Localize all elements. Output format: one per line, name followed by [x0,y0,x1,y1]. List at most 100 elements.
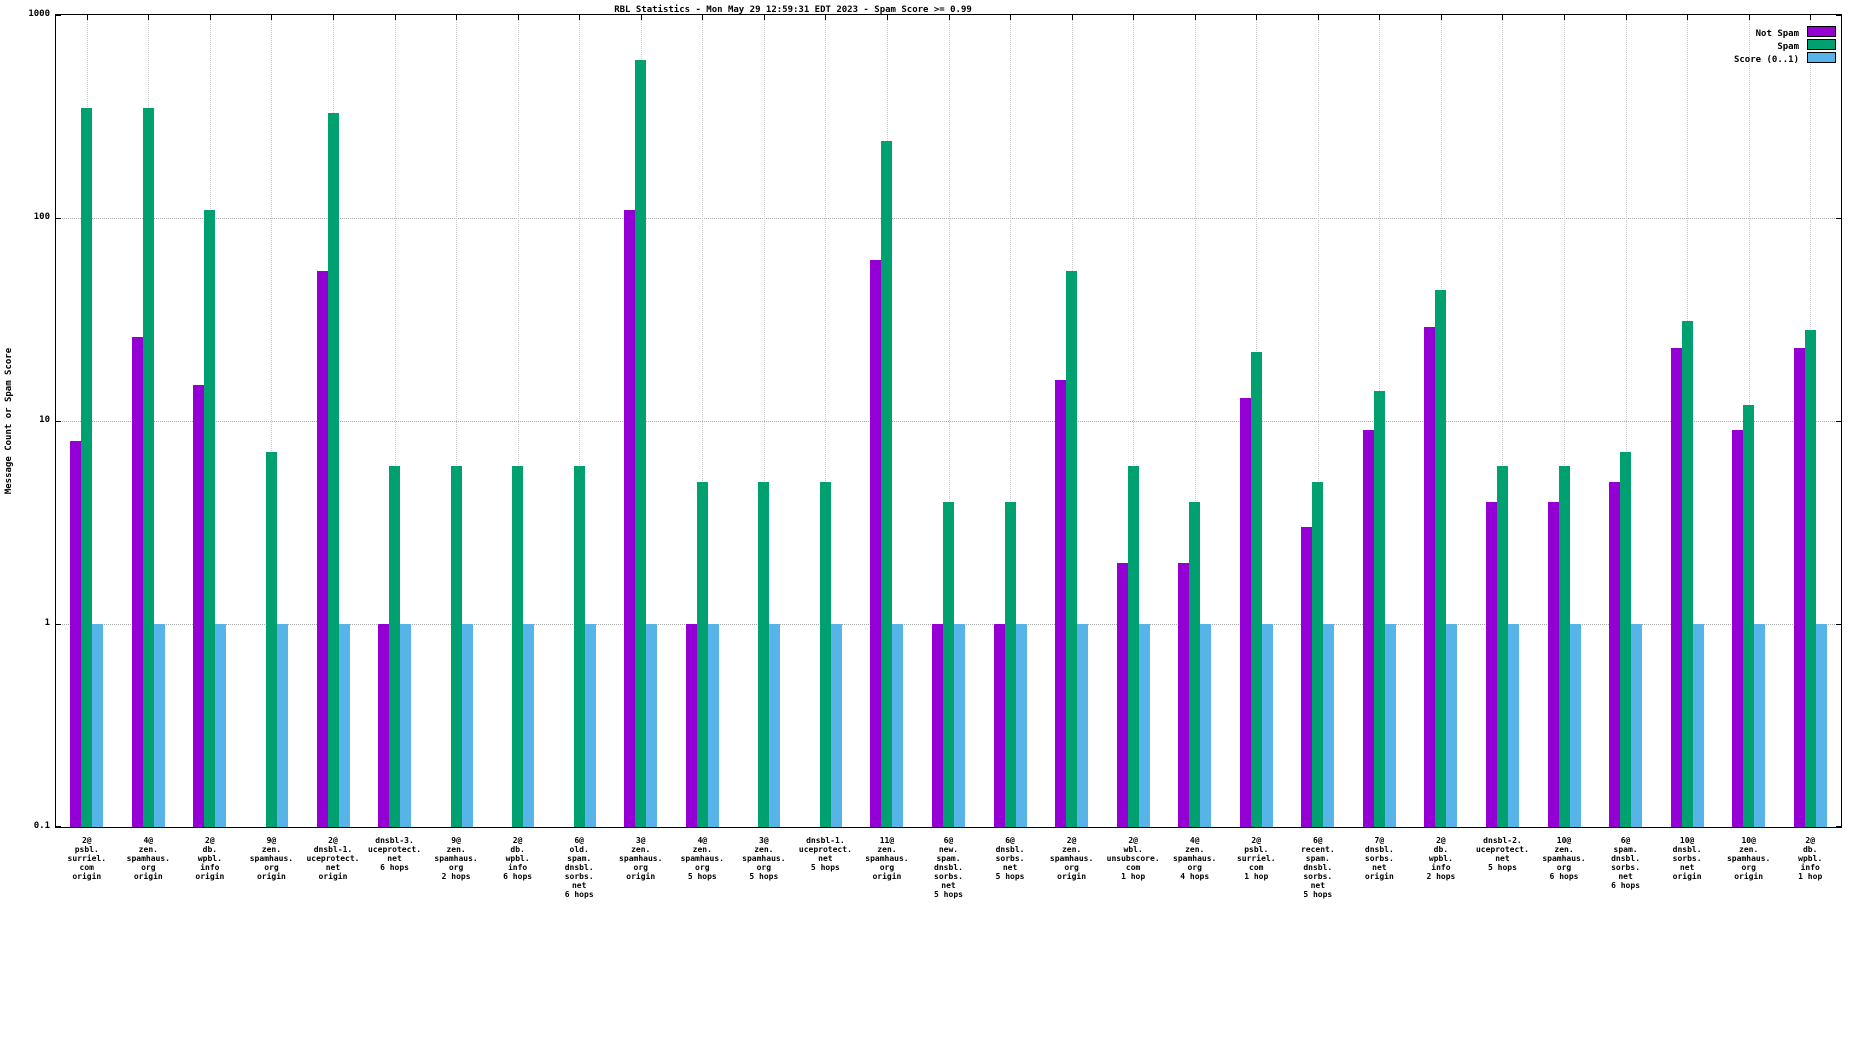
legend-swatch [1807,52,1836,63]
x-gridline [825,15,827,827]
legend-row: Score (0..1) [1734,52,1836,65]
x-tick-label-line: db. [510,845,525,854]
x-tick-mark [1564,15,1566,20]
x-tick-label-line: 2@ [1805,836,1816,845]
bar-not-spam [70,440,82,827]
x-tick-label-line: org [1741,863,1756,872]
x-tick-label-line: com [1125,863,1141,872]
x-tick-label: 9@ zen. spamhaus. org origin [250,836,293,881]
x-tick-label-line: 4@ [143,836,154,845]
x-tick-label-line: origin [318,872,348,881]
bar-score-0-1 [707,624,719,827]
x-tick-mark [1133,15,1135,20]
bar-spam [389,466,400,827]
x-tick-label-line: surriel. [1236,854,1276,863]
x-tick-label-line: 2@ [328,836,338,845]
x-tick-label-line: 5 hops [1303,890,1333,899]
x-tick-label-line: org [448,863,464,872]
bar-spam [1804,330,1816,827]
x-tick-label-line: net [387,854,402,863]
x-tick-label-line: 2@ [1436,836,1446,845]
bar-spam [1558,466,1570,827]
x-tick-mark [1810,15,1812,20]
x-tick-label-line: info [507,863,528,872]
x-tick-label-line: recent. [1300,845,1335,854]
bar-not-spam [131,336,143,827]
x-tick-mark [640,15,642,20]
bar-not-spam [1732,430,1744,827]
x-tick-mark [1071,15,1073,20]
x-tick-label-line: 2 hops [441,872,471,881]
x-tick-mark [394,15,396,20]
x-tick-label-line: 5 hops [934,890,963,899]
bar-score-0-1 [1569,624,1581,827]
legend-swatch [1807,26,1836,37]
x-tick-label-line: zen. [754,845,774,854]
bar-score-0-1 [153,624,165,827]
x-tick-label: 2@ wbl. unsubscore. com 1 hop [1107,836,1160,881]
x-tick-label-line: spamhaus. [680,854,724,863]
bar-spam [1435,290,1447,827]
bar-not-spam [378,624,389,827]
y-tick-label: 0.1 [33,821,50,831]
x-tick-label-line: 10@ [1556,836,1572,845]
x-tick-label-line: org [1187,863,1202,872]
x-tick-label-line: com [79,863,94,872]
x-tick-mark [1440,15,1442,20]
x-tick-label-line: uceprotect. [798,845,852,854]
x-tick-label-line: origin [133,872,163,881]
bar-score-0-1 [830,624,842,827]
x-tick-label-line: net [1372,863,1387,872]
x-tick-label-line: zen. [1061,845,1082,854]
x-tick-label-line: info [1800,863,1820,872]
bar-not-spam [1301,527,1313,827]
x-tick-mark [1502,15,1504,20]
x-tick-label: 4@ zen. spamhaus. org 5 hops [681,836,724,881]
x-tick-mark [886,15,888,20]
x-tick-label-line: 6@ [1312,836,1323,845]
bar-score-0-1 [1138,624,1150,827]
x-tick-label-line: info [1431,863,1451,872]
x-tick-label-line: origin [872,872,902,881]
x-tick-label-line: zen. [138,845,158,854]
x-gridline [1317,15,1319,827]
bar-score-0-1 [1754,624,1766,827]
x-tick-label: dnsbl-3. uceprotect. net 6 hops [368,836,421,872]
x-tick-label-line: org [879,863,895,872]
x-tick-label-line: net [941,881,956,890]
x-tick-label-line: dnsbl-3. [375,836,414,845]
x-tick-label: 9@ zen. spamhaus. org 2 hops [434,836,477,881]
x-tick-label-line: 2 hops [1426,872,1456,881]
bar-score-0-1 [1200,624,1212,827]
x-tick-label-line: net [1618,872,1633,881]
x-tick-label-line: 10@ [1741,836,1756,845]
x-tick-label-line: sorbs. [934,872,963,881]
bar-score-0-1 [523,624,535,827]
bar-not-spam [1486,501,1497,827]
x-tick-label-line: 6@ [574,836,584,845]
x-tick-label-line: 5 hops [995,872,1025,881]
x-gridline [1194,15,1196,827]
x-tick-label-line: 9@ [266,836,277,845]
x-tick-label-line: db. [1802,845,1818,854]
x-tick-label-line: dnsbl. [995,845,1025,854]
bar-not-spam [685,624,697,827]
x-tick-label-line: spamhaus. [619,854,663,863]
x-tick-label-line: 1 hop [1121,872,1146,881]
bar-score-0-1 [1508,624,1519,827]
bar-spam [943,501,954,827]
y-tick-mark [56,624,61,625]
x-tick-label-line: 4@ [697,836,708,845]
x-tick-label-line: unsubscore. [1106,854,1160,863]
x-tick-label-line: net [1310,881,1326,890]
bar-spam [819,482,831,827]
x-gridline [1133,15,1135,827]
bar-spam [512,466,524,827]
x-tick-mark [702,15,704,20]
x-tick-mark [517,15,519,20]
x-tick-label-line: com [1249,863,1264,872]
bar-not-spam [1178,562,1190,827]
bar-not-spam [624,209,636,827]
x-tick-label-line: zen. [631,845,651,854]
